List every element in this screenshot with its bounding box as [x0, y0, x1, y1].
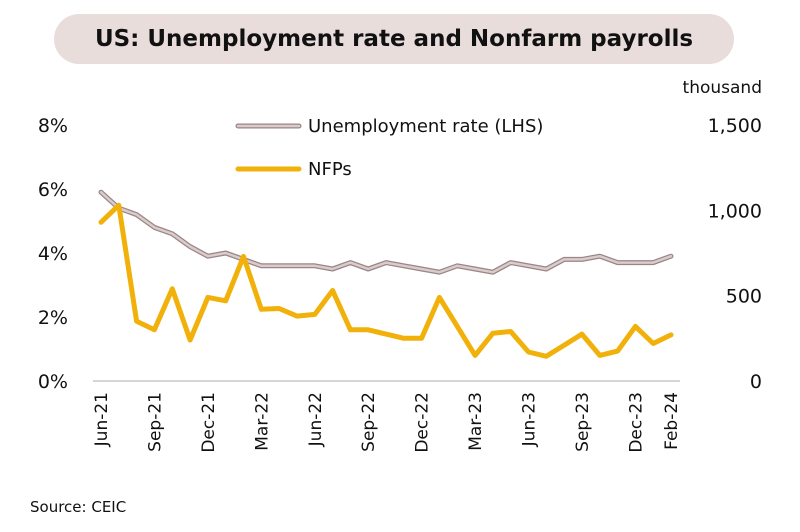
unemployment-rate-line	[99, 190, 673, 274]
left-axis-tick-label: 6%	[38, 179, 68, 201]
x-axis-tick-label: Dec-21	[199, 392, 219, 453]
chart-title-pill: US: Unemployment rate and Nonfarm payrol…	[54, 14, 734, 64]
unemployment-rate-line-outline	[98, 189, 674, 275]
left-axis-tick-label: 4%	[38, 243, 68, 265]
x-axis-tick-label: Dec-22	[413, 392, 433, 453]
left-axis-tick-label: 2%	[38, 307, 68, 329]
nfp-line	[98, 202, 674, 359]
chart-title: US: Unemployment rate and Nonfarm payrol…	[94, 26, 694, 52]
source-note: Source: CEIC	[30, 498, 127, 516]
left-axis-tick-label: 0%	[38, 371, 68, 393]
x-axis-tick-label: Dec-23	[626, 392, 646, 453]
x-axis-tick-label: Mar-22	[252, 392, 272, 451]
series-layer	[98, 189, 674, 359]
x-axis-tick-label: Sep-22	[359, 392, 379, 452]
legend-label-nfp: NFPs	[308, 159, 352, 180]
axis-layer: 0% 2% 4% 6% 8% 0 500 1,000 1,500 Jun-21 Sep-21 Dec-…	[38, 115, 762, 453]
x-axis-tick-label: Jun-21	[92, 392, 112, 447]
x-axis-tick-label: Jun-23	[520, 392, 540, 447]
x-axis-tick-label: Feb-24	[662, 392, 682, 450]
x-axis-tick-label: Sep-23	[573, 392, 593, 452]
right-axis-tick-label: 1,500	[708, 115, 762, 137]
left-axis-tick-label: 8%	[38, 115, 68, 137]
chart-legend: Unemployment rate (LHS) NFPs	[235, 116, 543, 180]
right-axis-tick-label: 1,000	[708, 200, 762, 222]
x-axis-tick-label: Mar-23	[466, 392, 486, 451]
x-axis-tick-label: Jun-22	[306, 392, 326, 447]
right-axis-tick-label: 500	[726, 286, 762, 308]
x-axis-tick-label: Sep-21	[145, 392, 165, 452]
legend-label-unemployment: Unemployment rate (LHS)	[308, 116, 543, 137]
right-axis-tick-label: 0	[750, 371, 762, 393]
right-axis-unit-label: thousand	[682, 78, 762, 98]
